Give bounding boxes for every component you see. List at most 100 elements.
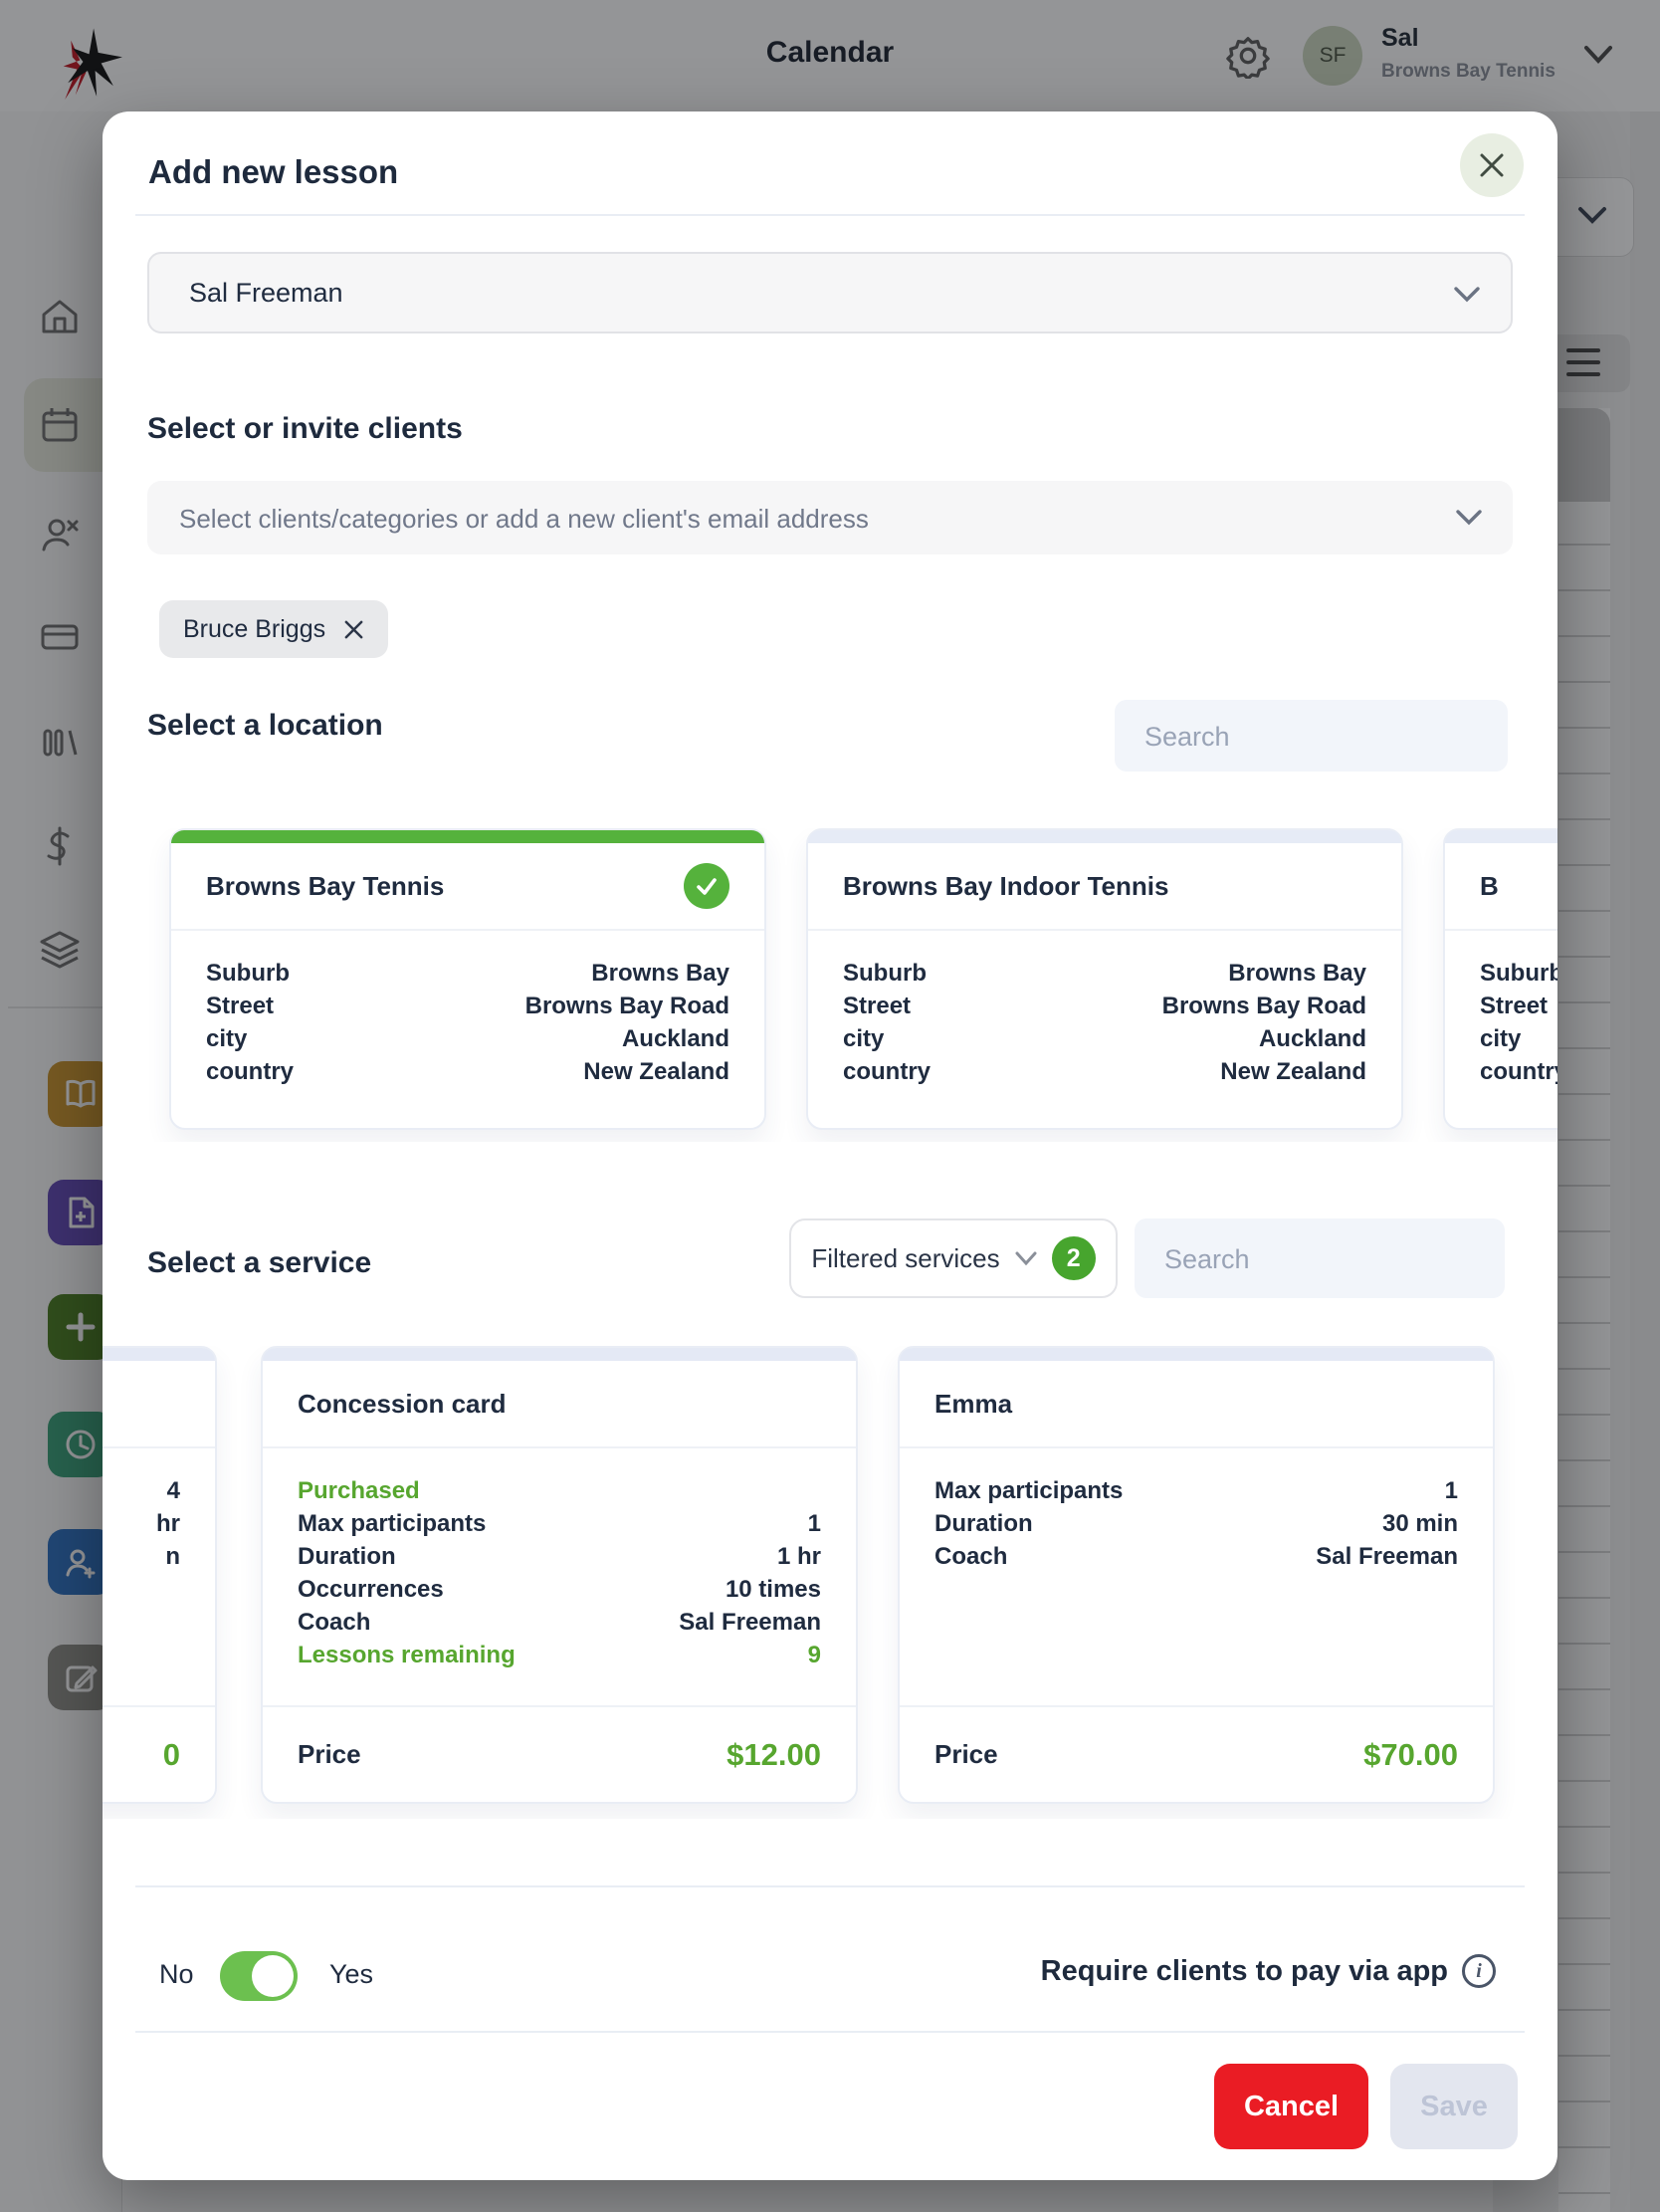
field-value: Auckland (621, 1025, 729, 1052)
toggle-no-label: No (159, 1959, 194, 1989)
field-value: Browns Bay Road (1161, 993, 1366, 1019)
field-value: n (165, 1543, 180, 1570)
cancel-button[interactable]: Cancel (1214, 2064, 1368, 2149)
sidebar-item-clients-icon[interactable] (38, 513, 82, 556)
avatar[interactable]: SF (1303, 26, 1362, 86)
field-label: Street (1480, 993, 1549, 1019)
card-top-bar (1445, 830, 1557, 843)
field-label: Max participants (934, 1477, 1124, 1504)
coach-select[interactable]: Sal Freeman (147, 252, 1513, 333)
field-value: New Zealand (1220, 1058, 1366, 1085)
save-button[interactable]: Save (1390, 2064, 1518, 2149)
field-label: Occurrences (298, 1576, 444, 1603)
field-label: Max participants (298, 1510, 487, 1537)
background-band (1630, 111, 1660, 2212)
client-select-field[interactable] (147, 481, 1513, 556)
profile-chevron-down-icon[interactable] (1582, 44, 1614, 66)
service-cards-row: 4 hr n 0 Concession card Purchased Max p… (103, 1346, 1557, 1819)
field-label: Lessons remaining (298, 1642, 516, 1668)
sidebar-item-calendar-icon[interactable] (38, 403, 82, 447)
filtered-services-dropdown[interactable]: Filtered services 2 (789, 1218, 1118, 1298)
service-card[interactable]: Emma Max participants 1 Duration 30 min Co… (898, 1346, 1495, 1804)
client-select-input[interactable] (177, 481, 1443, 556)
field-value: 1 (807, 1510, 821, 1537)
chevron-down-icon (1456, 510, 1482, 526)
field-value: Auckland (1258, 1025, 1366, 1052)
field-value: Browns Bay (1228, 960, 1366, 987)
location-cards-row: Browns Bay Tennis Suburb Browns Bay Stree… (103, 828, 1557, 1142)
selected-check-icon (684, 863, 729, 909)
sidebar-item-barcode-icon[interactable] (38, 721, 82, 765)
user-identity[interactable]: Sal Browns Bay Tennis (1381, 24, 1556, 83)
price-value: 0 (162, 1736, 180, 1772)
service-card[interactable]: Concession card Purchased Max participan… (261, 1346, 858, 1804)
menu-hamburger-icon[interactable] (1545, 334, 1630, 392)
footer-divider (135, 2031, 1525, 2033)
location-search[interactable] (1115, 700, 1508, 774)
card-top-bar (808, 830, 1401, 843)
field-label: Street (843, 993, 912, 1019)
price-value: $70.00 (1363, 1736, 1458, 1772)
field-value: New Zealand (583, 1058, 729, 1085)
location-search-input[interactable] (1142, 700, 1492, 774)
add-lesson-modal: Add new lesson Sal Freeman Select or inv… (103, 111, 1557, 2180)
service-search[interactable] (1135, 1218, 1505, 1300)
client-chip: Bruce Briggs (159, 600, 389, 658)
field-value: 30 min (1381, 1510, 1458, 1537)
header-divider (135, 214, 1525, 216)
field-value: Sal Freeman (1316, 1543, 1458, 1570)
sidebar (0, 111, 122, 2212)
field-value: 4 (166, 1477, 180, 1504)
field-label: Suburb (1480, 960, 1557, 987)
toggle-yes-label: Yes (329, 1959, 374, 1989)
card-top-bar (263, 1348, 856, 1361)
app-logo-icon (63, 28, 122, 100)
field-label: Duration (934, 1510, 1033, 1537)
price-value: $12.00 (726, 1736, 821, 1772)
field-label: Suburb (206, 960, 290, 987)
field-label: Suburb (843, 960, 927, 987)
close-button[interactable] (1460, 133, 1524, 197)
field-value: Sal Freeman (679, 1609, 821, 1636)
chevron-down-icon (1454, 287, 1480, 303)
clients-heading: Select or invite clients (147, 412, 463, 445)
pay-toggle[interactable] (220, 1951, 298, 2001)
chevron-down-icon (1015, 1251, 1037, 1266)
sidebar-item-payments-icon[interactable] (38, 824, 82, 868)
field-label: country (206, 1058, 295, 1085)
location-heading: Select a location (147, 709, 383, 742)
sidebar-item-layers-icon[interactable] (38, 927, 82, 971)
pay-via-app-label: Require clients to pay via app (1040, 1955, 1448, 1987)
sidebar-item-home-icon[interactable] (38, 295, 82, 338)
location-card[interactable]: Browns Bay Tennis Suburb Browns Bay Stree… (169, 828, 766, 1130)
service-card-title: Emma (934, 1388, 1013, 1419)
field-label: country (1480, 1058, 1557, 1085)
location-card[interactable]: Browns Bay Indoor Tennis Suburb Browns Ba… (806, 828, 1403, 1130)
top-bar: Calendar SF Sal Browns Bay Tennis (0, 0, 1660, 112)
location-card[interactable]: B Suburb Street city country (1443, 828, 1557, 1130)
card-top-bar (900, 1348, 1493, 1361)
field-value: 1 hr (776, 1543, 821, 1570)
calendar-grid-header (1558, 408, 1610, 502)
field-value: 9 (807, 1642, 821, 1668)
info-icon[interactable]: i (1462, 1954, 1496, 1988)
price-label: Price (934, 1739, 998, 1769)
settings-gear-icon[interactable] (1225, 33, 1271, 79)
field-label: city (206, 1025, 248, 1052)
sidebar-item-card-icon[interactable] (38, 615, 82, 659)
field-label: Coach (298, 1609, 371, 1636)
location-card-title: B (1480, 870, 1499, 901)
field-label: country (843, 1058, 932, 1085)
field-value: 10 times (725, 1576, 821, 1603)
remove-client-icon[interactable] (343, 619, 364, 640)
field-label: city (1480, 1025, 1522, 1052)
field-label: Duration (298, 1543, 396, 1570)
coach-select-value: Sal Freeman (189, 278, 343, 308)
client-chip-label: Bruce Briggs (183, 614, 326, 643)
page-title: Calendar (765, 36, 895, 69)
service-card-partial[interactable]: 4 hr n 0 (103, 1346, 217, 1804)
filter-count-badge: 2 (1051, 1236, 1096, 1280)
card-top-bar (103, 1348, 215, 1361)
service-search-input[interactable] (1162, 1218, 1489, 1300)
toggle-knob (252, 1955, 294, 1997)
